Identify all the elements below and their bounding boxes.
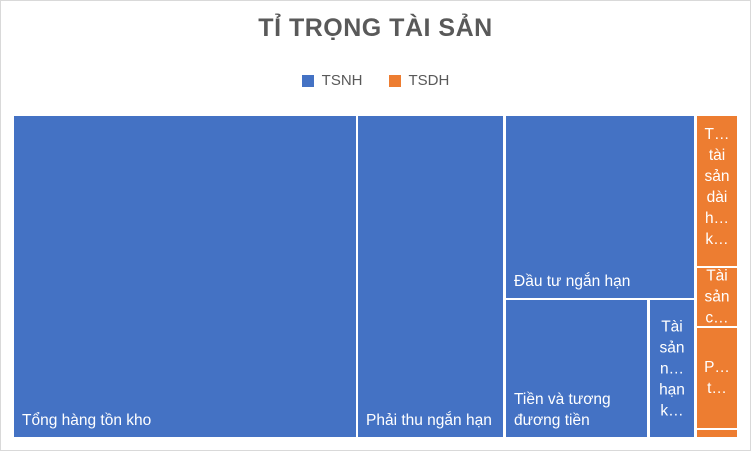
legend-label-tsnh: TSNH xyxy=(321,72,363,89)
chart-title: TỈ TRỌNG TÀI SẢN xyxy=(258,14,493,42)
legend-swatch-tsdh xyxy=(388,74,401,87)
treemap-tile-tsdh-2: P… t… xyxy=(697,328,737,428)
treemap-tile-label: Phải thu ngắn hạn xyxy=(366,412,492,429)
treemap-tile-tsdh-0: T… tài sản dài h… k… xyxy=(697,116,737,266)
treemap-tile-label: Tài sản n… hạn k… xyxy=(659,318,685,419)
treemap-tile-label: T… tài sản dài h… k… xyxy=(704,126,730,248)
treemap-tile-tsnh-2: Đầu tư ngắn hạn xyxy=(506,116,694,298)
legend-item-tsdh: TSDH xyxy=(388,72,450,89)
treemap-tile-tsnh-3: Tiền và tương đương tiền xyxy=(506,300,647,437)
treemap-tile-label: Tiền và tương đương tiền xyxy=(514,391,611,429)
legend-swatch-tsnh xyxy=(301,74,314,87)
legend-label-tsdh: TSDH xyxy=(408,72,450,89)
legend: TSNH TSDH xyxy=(0,72,751,89)
treemap-tile-tsnh-4: Tài sản n… hạn k… xyxy=(650,300,694,437)
legend-item-tsnh: TSNH xyxy=(301,72,363,89)
treemap-tile-label: P… t… xyxy=(704,359,730,397)
treemap-tile-label: Tài sản c… xyxy=(704,268,730,326)
treemap-tile-tsdh-3 xyxy=(697,430,737,437)
treemap-tile-label: Đầu tư ngắn hạn xyxy=(514,273,631,290)
treemap-tile-tsdh-1: Tài sản c… xyxy=(697,268,737,326)
treemap-tile-label: Tổng hàng tồn kho xyxy=(22,412,152,429)
treemap-tile-tsnh-0: Tổng hàng tồn kho xyxy=(14,116,356,437)
treemap-tile-tsnh-1: Phải thu ngắn hạn xyxy=(358,116,503,437)
